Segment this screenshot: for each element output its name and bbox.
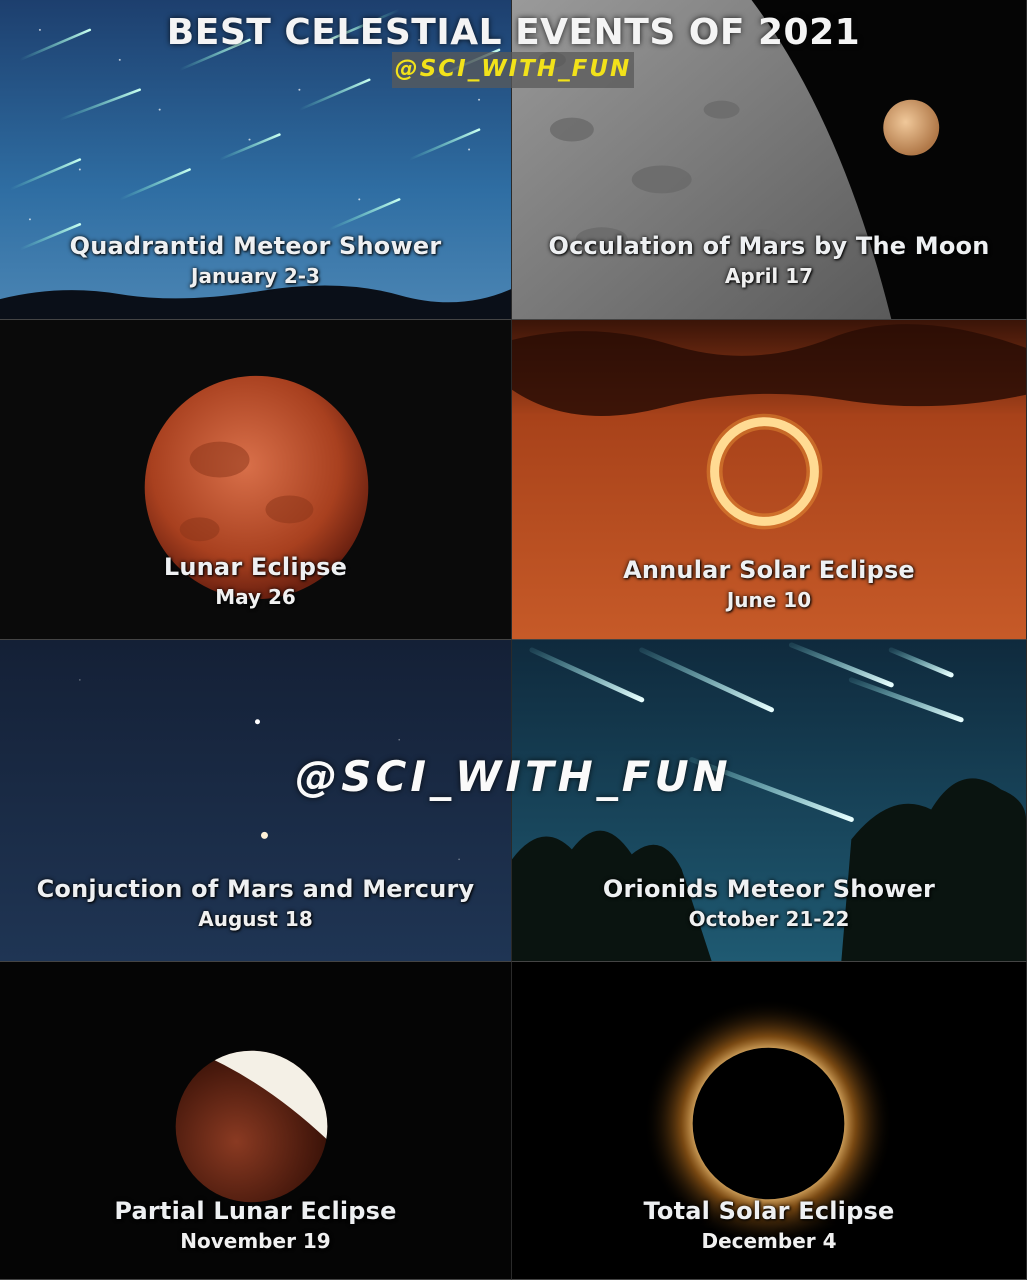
event-panel-annular-eclipse: Annular Solar Eclipse June 10 [512, 320, 1027, 640]
blood-moon-image [0, 320, 511, 639]
moon-mars-image [512, 0, 1026, 319]
event-title: Orionids Meteor Shower [602, 875, 936, 903]
event-title: Lunar Eclipse [163, 553, 348, 581]
event-date: April 17 [724, 264, 814, 288]
event-title: Conjuction of Mars and Mercury [36, 875, 475, 903]
event-date: May 26 [215, 585, 296, 609]
event-panel-partial-lunar: Partial Lunar Eclipse November 19 [0, 962, 512, 1280]
event-date: October 21-22 [688, 907, 850, 931]
event-title: Partial Lunar Eclipse [114, 1197, 397, 1225]
page-title: BEST CELESTIAL EVENTS OF 2021 [166, 12, 861, 53]
event-caption: Lunar Eclipse May 26 [0, 553, 511, 609]
meteor-shower-image [0, 0, 511, 319]
event-caption: Partial Lunar Eclipse November 19 [0, 1197, 511, 1253]
event-date: January 2-3 [191, 264, 320, 288]
event-panel-total-solar: Total Solar Eclipse December 4 [512, 962, 1027, 1280]
event-panel-occulation: Occulation of Mars by The Moon April 17 [512, 0, 1027, 320]
partial-eclipse-image [0, 962, 511, 1279]
ring-of-fire-image [512, 320, 1026, 639]
event-date: November 19 [180, 1229, 331, 1253]
event-date: August 18 [198, 907, 313, 931]
orionids-image [512, 640, 1026, 961]
event-caption: Quadrantid Meteor Shower January 2-3 [0, 232, 511, 288]
event-title: Occulation of Mars by The Moon [548, 232, 990, 260]
event-title: Annular Solar Eclipse [623, 556, 915, 584]
event-panel-quadrantid: Quadrantid Meteor Shower January 2-3 [0, 0, 512, 320]
event-caption: Orionids Meteor Shower October 21-22 [512, 875, 1026, 931]
handle-badge: @SCI_WITH_FUN [392, 52, 634, 88]
event-panel-lunar-eclipse: Lunar Eclipse May 26 [0, 320, 512, 640]
event-caption: Conjuction of Mars and Mercury August 18 [0, 875, 511, 931]
event-caption: Occulation of Mars by The Moon April 17 [512, 232, 1026, 288]
event-panel-conjunction: Conjuction of Mars and Mercury August 18 [0, 640, 512, 962]
total-eclipse-image [512, 962, 1026, 1279]
event-title: Total Solar Eclipse [643, 1197, 895, 1225]
watermark-text: @SCI_WITH_FUN [295, 752, 732, 801]
conjunction-image [0, 640, 511, 961]
event-date: June 10 [726, 588, 812, 612]
event-caption: Total Solar Eclipse December 4 [512, 1197, 1026, 1253]
event-title: Quadrantid Meteor Shower [69, 232, 442, 260]
event-date: December 4 [701, 1229, 837, 1253]
event-caption: Annular Solar Eclipse June 10 [512, 556, 1026, 612]
event-panel-orionids: Orionids Meteor Shower October 21-22 [512, 640, 1027, 962]
